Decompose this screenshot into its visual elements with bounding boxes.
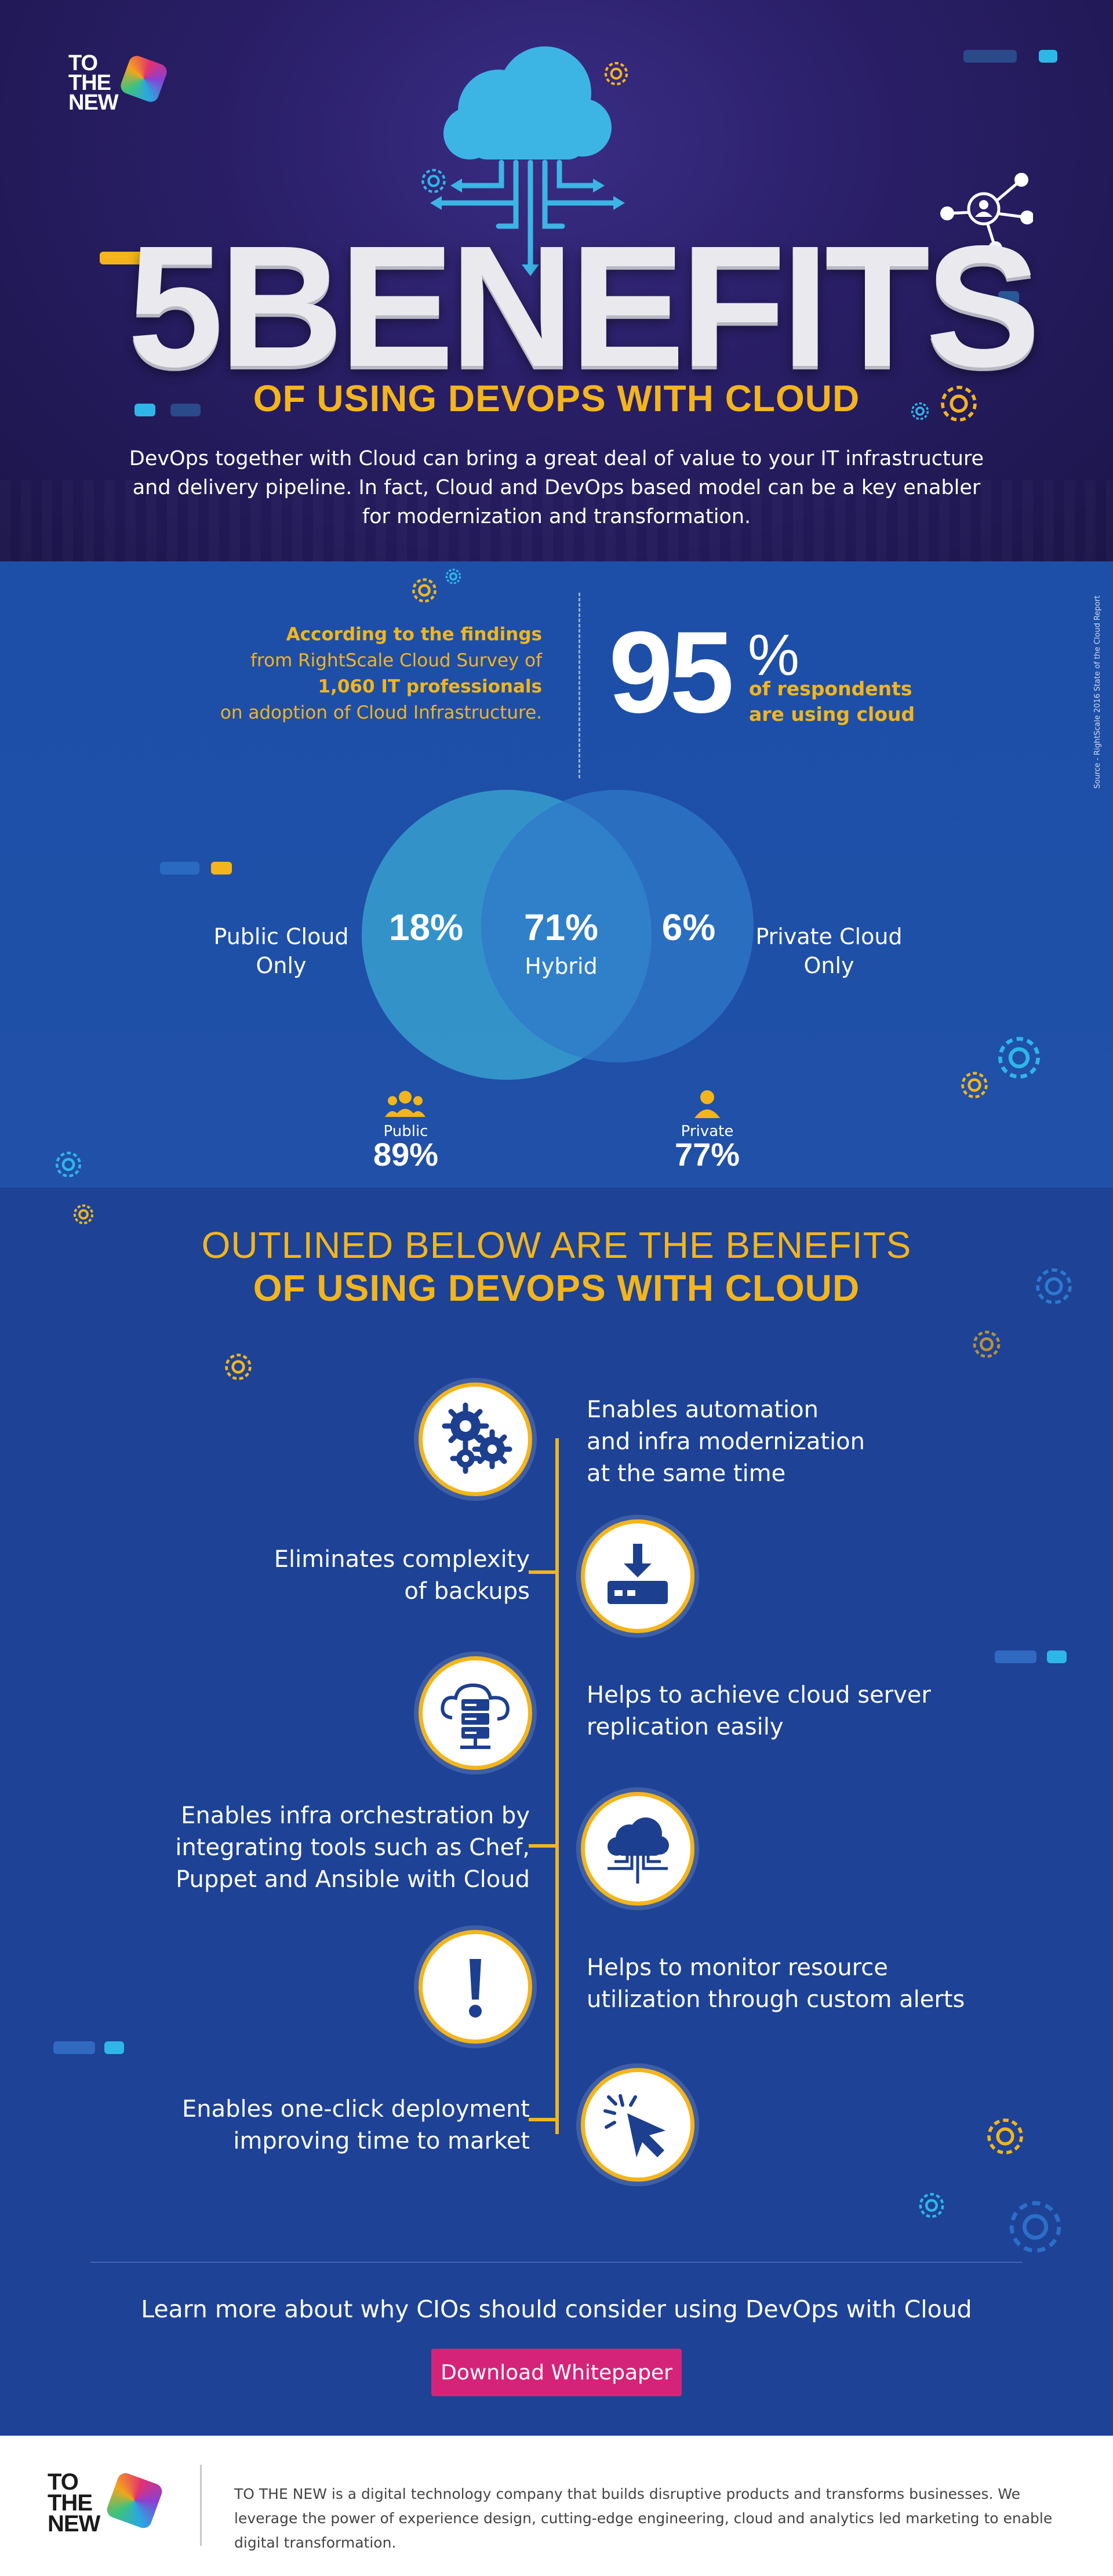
- gear-icon: [941, 386, 977, 422]
- gear-icon: [412, 578, 437, 603]
- findings-line-2: from RightScale Cloud Survey of: [250, 650, 542, 671]
- gear-icon: [911, 402, 929, 420]
- gear-icon: [421, 169, 446, 193]
- benefit-4-text: Enables infra orchestration by integratin…: [175, 1802, 530, 1893]
- logo-top[interactable]: TO THE NEW: [68, 52, 169, 114]
- hero-dash-2: [1039, 50, 1057, 63]
- venn-hybrid-value: 71%: [523, 906, 599, 948]
- venn-private-label: Private Cloud Only: [755, 924, 903, 978]
- hero-dash-3: [100, 252, 148, 264]
- logo-footer[interactable]: TO THE NEW: [48, 2470, 165, 2535]
- benefits-dash-2: [1047, 1650, 1067, 1663]
- download-drive-icon: [608, 1544, 668, 1604]
- benefit-2-circle: [581, 1519, 694, 1633]
- benefit-6-circle: [581, 2068, 694, 2182]
- cta-divider: [90, 2262, 1023, 2263]
- gear-icon: [604, 61, 628, 86]
- network-hub-icon: [940, 173, 1033, 255]
- gear-icon: [225, 1354, 252, 1380]
- gear-icon: [55, 1151, 82, 1178]
- gear-icon: [919, 2193, 944, 2218]
- venn-private-circle: [481, 790, 754, 1062]
- benefits-dash-3: [53, 2041, 95, 2054]
- benefit-1-text: Enables automation and infra modernizatio…: [587, 1396, 865, 1487]
- footer-divider: [200, 2465, 202, 2546]
- private-total-value: 77%: [674, 1136, 740, 1173]
- benefit-3-text: Helps to achieve cloud server replication…: [587, 1682, 931, 1740]
- footer: [0, 2436, 1113, 2576]
- cloud-icon: [430, 46, 625, 276]
- timeline-stub: [529, 1570, 558, 1574]
- timeline-stub: [529, 1844, 558, 1848]
- findings-line-4: on adoption of Cloud Infrastructure.: [220, 702, 542, 723]
- public-total-label: Public: [383, 1123, 428, 1140]
- user-icon: [694, 1090, 720, 1118]
- respondents-line-2: are using cloud: [749, 703, 915, 725]
- hero-title: 5BENEFITS: [128, 210, 1041, 403]
- gear-icon: [73, 1204, 94, 1225]
- learn-more-text: Learn more about why CIOs should conside…: [141, 2295, 972, 2323]
- benefit-4-circle: [581, 1792, 694, 1906]
- gear-icon: [973, 1330, 1001, 1358]
- gear-icon: [987, 2118, 1023, 2154]
- hero-dash-5: [170, 404, 201, 416]
- stats-dash-2: [211, 862, 232, 875]
- binary-pattern: [0, 480, 1113, 561]
- source-note: Source - RightScale 2016 State of the Cl…: [1093, 595, 1102, 789]
- benefits-heading-1: OUTLINED BELOW ARE THE BENEFITS: [201, 1224, 912, 1266]
- gear-icon: [1036, 1268, 1072, 1304]
- footer-description: TO THE NEW is a digital technology compa…: [234, 2486, 1053, 2551]
- stats-dash-1: [160, 862, 199, 875]
- respondents-line-1: of respondents: [749, 677, 912, 700]
- cloud-network-icon: [608, 1817, 669, 1884]
- stat-percent-sign: %: [748, 623, 799, 688]
- hero-dash-4: [134, 404, 155, 416]
- gear-icon: [445, 568, 461, 585]
- benefit-5-circle: [419, 1930, 532, 2044]
- stat-respondents: of respondents are using cloud: [749, 676, 915, 727]
- gear-icon: [998, 1037, 1040, 1079]
- venn-public-label: Public Cloud Only: [213, 924, 349, 978]
- benefit-3-circle: [419, 1656, 532, 1770]
- benefits-dash-1: [995, 1650, 1036, 1663]
- public-total-value: 89%: [373, 1136, 439, 1173]
- download-whitepaper-button[interactable]: Download Whitepaper: [431, 2349, 682, 2396]
- hero-dash-1: [963, 50, 1017, 63]
- gear-icon: [961, 1072, 988, 1098]
- venn-hybrid-label: Hybrid: [525, 953, 598, 979]
- timeline-stub: [529, 2118, 558, 2121]
- benefits-heading-2: OF USING DEVOPS WITH CLOUD: [253, 1267, 860, 1309]
- hero-intro: DevOps together with Cloud can bring a g…: [129, 447, 984, 528]
- cursor-click-icon: [603, 2094, 665, 2157]
- survey-findings: According to the findings from RightScal…: [145, 622, 542, 726]
- benefit-1-circle: [419, 1383, 532, 1496]
- venn-public-value: 18%: [388, 906, 464, 948]
- gears-icon: [442, 1402, 512, 1474]
- gear-icon: [1009, 2201, 1061, 2253]
- stats-divider: [579, 593, 580, 778]
- benefit-5-text: Helps to monitor resource utilization thr…: [587, 1954, 965, 2013]
- private-total-label: Private: [681, 1123, 734, 1140]
- hero-subtitle: OF USING DEVOPS WITH CLOUD: [253, 378, 860, 419]
- hero-dash-6: [998, 291, 1019, 304]
- benefits-dash-4: [104, 2041, 124, 2054]
- findings-line-3: 1,060 IT professionals: [318, 676, 542, 697]
- cloud-server-icon: [441, 1683, 510, 1749]
- findings-line-1: According to the findings: [286, 624, 542, 645]
- benefit-2-text: Eliminates complexity of backups: [274, 1546, 530, 1605]
- venn-private-value: 6%: [661, 906, 716, 948]
- benefits-timeline: [555, 1438, 559, 2134]
- exclamation-icon: [469, 1959, 482, 2018]
- users-icon: [385, 1091, 425, 1117]
- stat-big-number: 95: [609, 608, 734, 737]
- benefit-6-text: Enables one-click deployment improving ti…: [181, 2096, 530, 2154]
